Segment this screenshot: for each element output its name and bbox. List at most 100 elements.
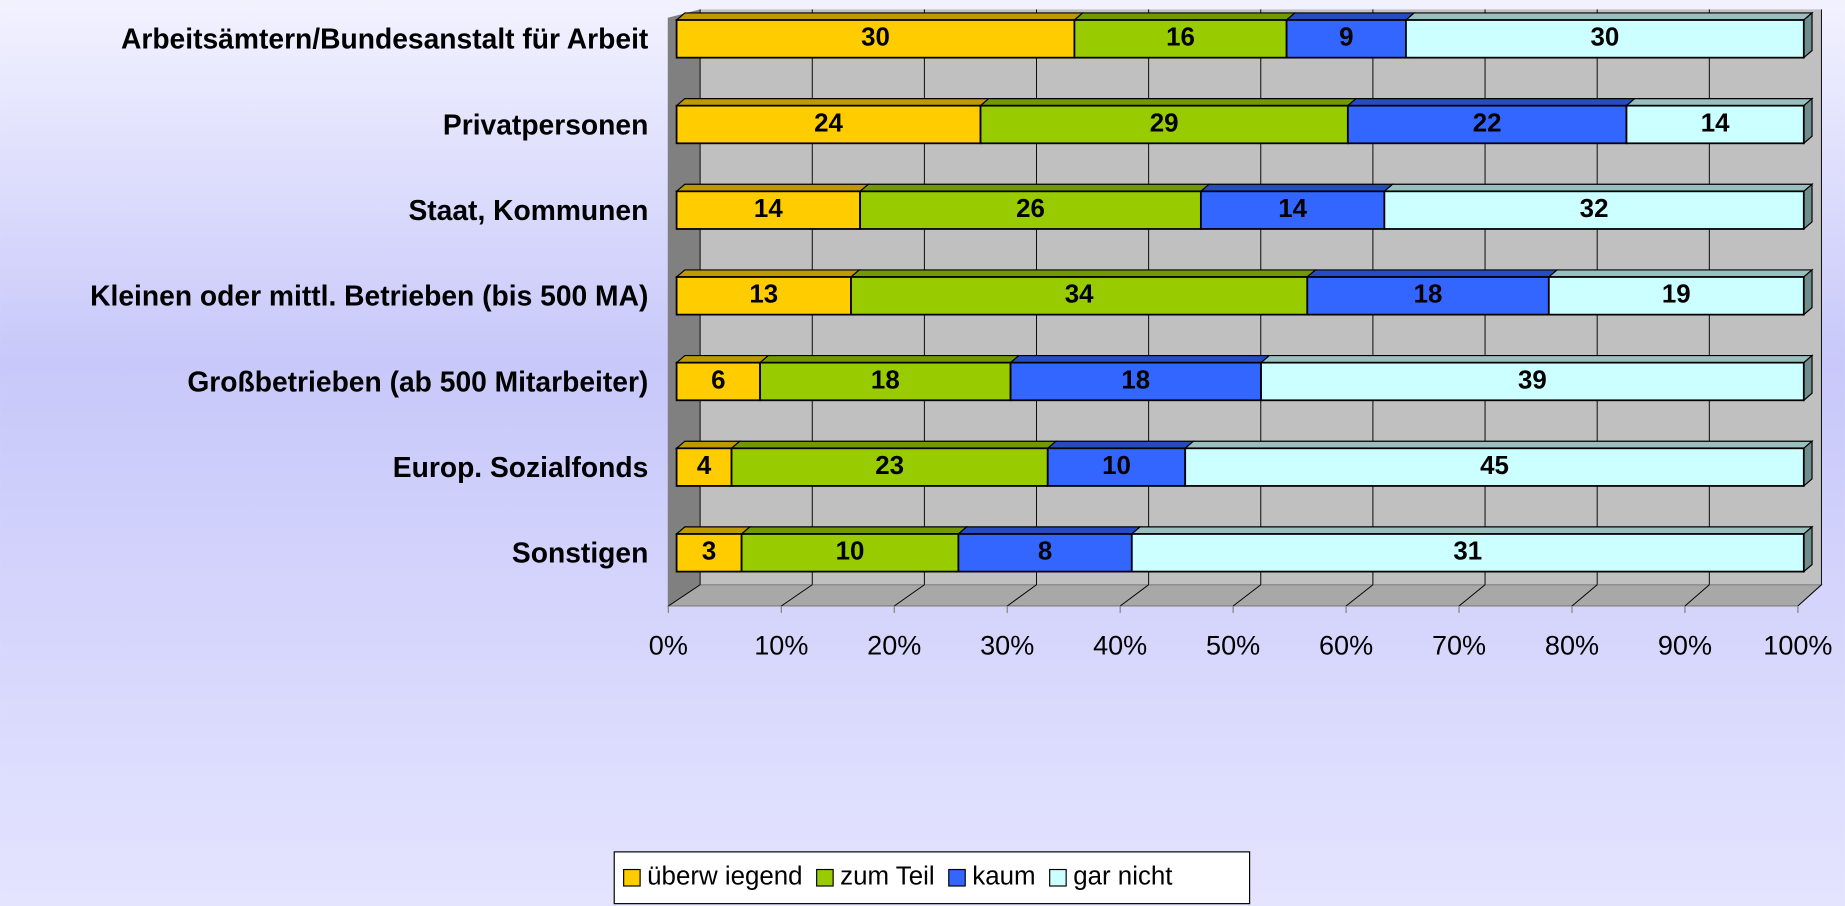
bar-segment xyxy=(1183,439,1814,488)
bar-side xyxy=(1803,439,1813,488)
bar-segment xyxy=(1130,525,1814,573)
bar-face xyxy=(957,533,1133,573)
bar-face xyxy=(850,276,1309,316)
bar-segment xyxy=(956,526,1142,573)
x-tick-label: 10% xyxy=(754,630,808,660)
x-tick-label: 50% xyxy=(1206,630,1260,660)
x-tick-label: 90% xyxy=(1658,630,1712,660)
bar-face xyxy=(675,276,852,316)
bar-face xyxy=(1306,276,1550,316)
bar-top xyxy=(1382,183,1814,192)
bar-top xyxy=(1130,526,1814,535)
bar-segment xyxy=(1624,97,1814,145)
bar-top xyxy=(849,269,1318,278)
value-label: 14 xyxy=(1701,109,1730,137)
legend-items: überw iegend zum Teil kaum gar nicht xyxy=(623,863,1172,891)
value-label: 23 xyxy=(875,452,904,480)
value-label: 18 xyxy=(1121,366,1150,394)
bar-segment xyxy=(674,98,991,145)
bar-top xyxy=(1259,354,1814,364)
value-label: 32 xyxy=(1580,195,1609,223)
x-tick-label: 60% xyxy=(1319,630,1373,660)
x-tick-label: 30% xyxy=(980,630,1034,660)
bar-face xyxy=(730,447,1049,487)
bar-top xyxy=(978,98,1358,107)
x-tick-label: 20% xyxy=(867,630,921,660)
value-label: 14 xyxy=(1278,195,1307,223)
bar-face xyxy=(1184,447,1805,487)
bar-segment xyxy=(1008,354,1271,402)
x-tick-label: 40% xyxy=(1093,630,1147,660)
value-label: 45 xyxy=(1480,452,1509,480)
value-label: 34 xyxy=(1065,281,1094,309)
bar-top xyxy=(1624,98,1814,107)
floor-line xyxy=(1458,584,1486,607)
bar-top xyxy=(674,183,870,192)
bar-segment xyxy=(674,183,870,230)
bar-segment xyxy=(729,440,1058,487)
bar-top xyxy=(1305,269,1559,278)
floor-line xyxy=(781,584,813,607)
y-tick-label: Europ. Sozialfonds xyxy=(393,451,649,483)
value-label: 22 xyxy=(1473,109,1502,137)
x-tick-label: 0% xyxy=(649,630,688,660)
bar-face xyxy=(859,190,1202,230)
bar-top xyxy=(956,526,1142,535)
value-label: 10 xyxy=(836,538,865,566)
bar-segment xyxy=(1046,440,1196,487)
floor-line xyxy=(1797,584,1822,607)
bar-segment xyxy=(858,183,1211,230)
bar-face xyxy=(1547,276,1805,316)
value-label: 9 xyxy=(1339,24,1353,52)
legend-swatch xyxy=(1049,868,1067,887)
bar-top xyxy=(674,269,861,278)
bar-segment xyxy=(1072,12,1297,59)
value-label: 6 xyxy=(711,366,725,394)
bar-side xyxy=(1803,354,1813,402)
bar-segment xyxy=(849,269,1318,316)
bar-segment xyxy=(1382,182,1814,231)
bar-top xyxy=(740,526,969,535)
bar-top xyxy=(1183,440,1814,449)
plot: 0% 10% 20% 30% 40% 50% 60% 70% 80% 90% 100% Arbeits… xyxy=(90,9,1833,660)
value-label: 19 xyxy=(1662,281,1691,309)
legend-label: überw iegend xyxy=(647,863,802,891)
legend-label: zum Teil xyxy=(840,863,934,891)
bar-top xyxy=(1404,12,1814,21)
value-label: 24 xyxy=(814,109,843,137)
legend xyxy=(613,851,1251,905)
bar-top xyxy=(674,526,752,535)
bar-top xyxy=(674,12,1085,21)
legend-swatch xyxy=(816,868,834,887)
bar-top xyxy=(1072,12,1297,21)
floor xyxy=(666,584,1823,607)
bar-face xyxy=(1046,447,1187,487)
bar-face xyxy=(1383,190,1805,230)
value-label: 10 xyxy=(1102,452,1131,480)
bar-top xyxy=(1285,12,1416,21)
y-tick-label: Sonstigen xyxy=(512,537,648,569)
floor-line xyxy=(1006,584,1037,607)
value-label: 8 xyxy=(1038,538,1052,566)
bar-face xyxy=(1199,190,1386,230)
value-label: 30 xyxy=(1590,24,1619,52)
bar-top xyxy=(1346,98,1637,107)
bar-top xyxy=(758,354,1021,364)
bar-face xyxy=(675,104,982,145)
value-label: 18 xyxy=(871,366,900,394)
y-tick-label: Kleinen oder mittl. Betrieben (bis 500 M… xyxy=(90,280,648,312)
bar-face xyxy=(1285,19,1407,59)
bar-side xyxy=(1803,11,1813,59)
bar-segment xyxy=(1547,268,1814,316)
value-label: 30 xyxy=(861,24,890,52)
bar-segment xyxy=(1199,183,1395,230)
bar-side xyxy=(1803,182,1813,231)
bar-top xyxy=(1046,440,1196,449)
bar-top xyxy=(858,183,1211,192)
bar-face xyxy=(1009,361,1262,402)
y-tick-label: Arbeitsämtern/Bundesanstalt für Arbeit xyxy=(121,23,649,55)
value-label: 18 xyxy=(1414,281,1443,309)
bar-segment xyxy=(1285,12,1416,59)
legend-label: gar nicht xyxy=(1073,863,1172,891)
